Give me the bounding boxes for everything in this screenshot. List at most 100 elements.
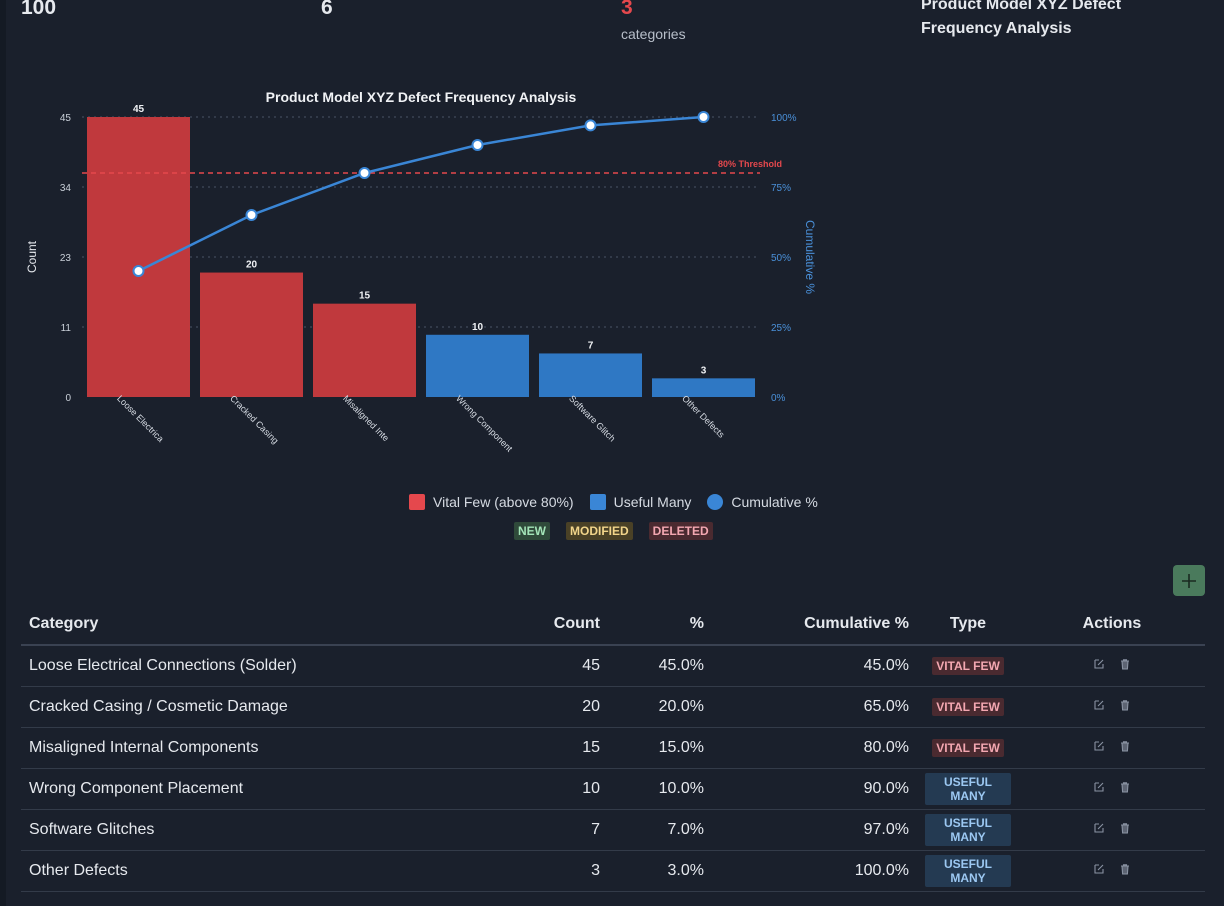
table-header-row: Category Count % Cumulative % Type Actio… (21, 603, 1205, 646)
cell-actions (1019, 686, 1205, 728)
cell-category: Software Glitches (21, 809, 501, 851)
type-badge: VITAL FEW (932, 697, 1004, 716)
cell-actions (1019, 768, 1205, 810)
side-chart-title: Product Model XYZ Defect Frequency Analy… (921, 0, 1122, 37)
cell-actions (1019, 645, 1205, 687)
edit-icon[interactable] (1093, 699, 1105, 711)
table-row[interactable]: Cracked Casing / Cosmetic Damage 20 20.0… (21, 686, 1205, 728)
cell-cumulative: 80.0% (712, 727, 917, 769)
legend-label-cumulative: Cumulative % (731, 494, 818, 510)
cell-percent: 10.0% (608, 768, 712, 810)
defects-table: Category Count % Cumulative % Type Actio… (21, 603, 1205, 892)
cell-cumulative: 90.0% (712, 768, 917, 810)
trash-icon[interactable] (1119, 781, 1131, 793)
y-tick-label: 34 (60, 183, 72, 194)
y-axis-label: Count (25, 240, 39, 273)
bar-value-label: 3 (701, 365, 707, 376)
cumulative-point (358, 167, 371, 179)
type-badge: USEFUL MANY (925, 772, 1011, 805)
bar (652, 378, 755, 397)
type-badge: USEFUL MANY (925, 854, 1011, 887)
cell-cumulative: 45.0% (712, 645, 917, 687)
table-row[interactable]: Other Defects 3 3.0% 100.0% USEFUL MANY (21, 850, 1205, 892)
type-badge: VITAL FEW (932, 656, 1004, 675)
table-row[interactable]: Wrong Component Placement 10 10.0% 90.0%… (21, 768, 1205, 810)
legend-item-useful[interactable]: Useful Many (589, 494, 692, 510)
trash-icon[interactable] (1119, 658, 1131, 670)
y2-tick-label: 100% (771, 113, 797, 124)
legend-label-useful: Useful Many (613, 494, 692, 510)
y-tick-label: 23 (60, 253, 72, 264)
x-tick-label: Other Defects (680, 393, 727, 440)
modified-badge: MODIFIED (566, 522, 633, 540)
cell-cumulative: 100.0% (712, 850, 917, 892)
edit-icon[interactable] (1093, 740, 1105, 752)
edit-icon[interactable] (1093, 863, 1105, 875)
cell-percent: 20.0% (608, 686, 712, 728)
legend-swatch-vital (409, 494, 425, 510)
cumulative-point (132, 265, 145, 277)
cell-actions (1019, 727, 1205, 769)
cell-cumulative: 65.0% (712, 686, 917, 728)
header-count[interactable]: Count (501, 603, 608, 646)
table-row[interactable]: Misaligned Internal Components 15 15.0% … (21, 727, 1205, 769)
y2-axis-label: Cumulative % (803, 220, 817, 294)
trash-icon[interactable] (1119, 863, 1131, 875)
bar-value-label: 7 (588, 340, 594, 351)
x-tick-label: Wrong Component (454, 393, 515, 454)
plus-icon (1182, 573, 1196, 588)
cell-category: Wrong Component Placement (21, 768, 501, 810)
trash-icon[interactable] (1119, 699, 1131, 711)
header-type[interactable]: Type (917, 603, 1019, 646)
vital-few-sublabel: categories (621, 26, 686, 42)
cell-percent: 3.0% (608, 850, 712, 892)
trash-icon[interactable] (1119, 822, 1131, 834)
cumulative-point (245, 209, 258, 221)
table-row[interactable]: Software Glitches 7 7.0% 97.0% USEFUL MA… (21, 809, 1205, 851)
cell-count: 20 (501, 686, 608, 728)
cell-type: USEFUL MANY (917, 809, 1019, 851)
bar-value-label: 15 (359, 291, 371, 302)
cell-type: USEFUL MANY (917, 850, 1019, 892)
y2-tick-label: 75% (771, 183, 791, 194)
legend-item-vital[interactable]: Vital Few (above 80%) (409, 494, 574, 510)
cell-percent: 15.0% (608, 727, 712, 769)
cell-count: 15 (501, 727, 608, 769)
edit-icon[interactable] (1093, 781, 1105, 793)
x-tick-label: Cracked Casing (228, 393, 280, 445)
deleted-badge: DELETED (648, 522, 713, 540)
header-cumulative[interactable]: Cumulative % (712, 603, 917, 646)
header-percent[interactable]: % (608, 603, 712, 646)
cumulative-point (471, 139, 484, 151)
cumulative-point (697, 111, 710, 123)
edit-icon[interactable] (1093, 822, 1105, 834)
pareto-chart: Product Model XYZ Defect Frequency Analy… (25, 89, 817, 454)
new-badge: NEW (514, 522, 550, 540)
bar-value-label: 45 (133, 104, 145, 115)
cell-category: Loose Electrical Connections (Solder) (21, 645, 501, 687)
cell-type: USEFUL MANY (917, 768, 1019, 810)
cell-category: Other Defects (21, 850, 501, 892)
type-badge: USEFUL MANY (925, 813, 1011, 846)
cell-category: Cracked Casing / Cosmetic Damage (21, 686, 501, 728)
x-tick-label: Misaligned Inte (341, 393, 391, 443)
cell-type: VITAL FEW (917, 645, 1019, 687)
vital-few-value: 3 (621, 0, 633, 19)
cell-type: VITAL FEW (917, 686, 1019, 728)
add-category-button[interactable] (1173, 565, 1205, 596)
y2-tick-label: 25% (771, 323, 791, 334)
legend-item-cumulative[interactable]: Cumulative % (707, 494, 818, 510)
cell-actions (1019, 850, 1205, 892)
trash-icon[interactable] (1119, 740, 1131, 752)
header-actions: Actions (1019, 603, 1205, 646)
table-row[interactable]: Loose Electrical Connections (Solder) 45… (21, 645, 1205, 687)
cell-type: VITAL FEW (917, 727, 1019, 769)
bar (313, 303, 416, 397)
cell-percent: 45.0% (608, 645, 712, 687)
edit-icon[interactable] (1093, 658, 1105, 670)
x-tick-label: Loose Electrica (115, 393, 166, 444)
legend-label-vital: Vital Few (above 80%) (433, 494, 574, 510)
header-category[interactable]: Category (21, 603, 501, 646)
cell-cumulative: 97.0% (712, 809, 917, 851)
y-tick-label: 45 (60, 113, 72, 124)
